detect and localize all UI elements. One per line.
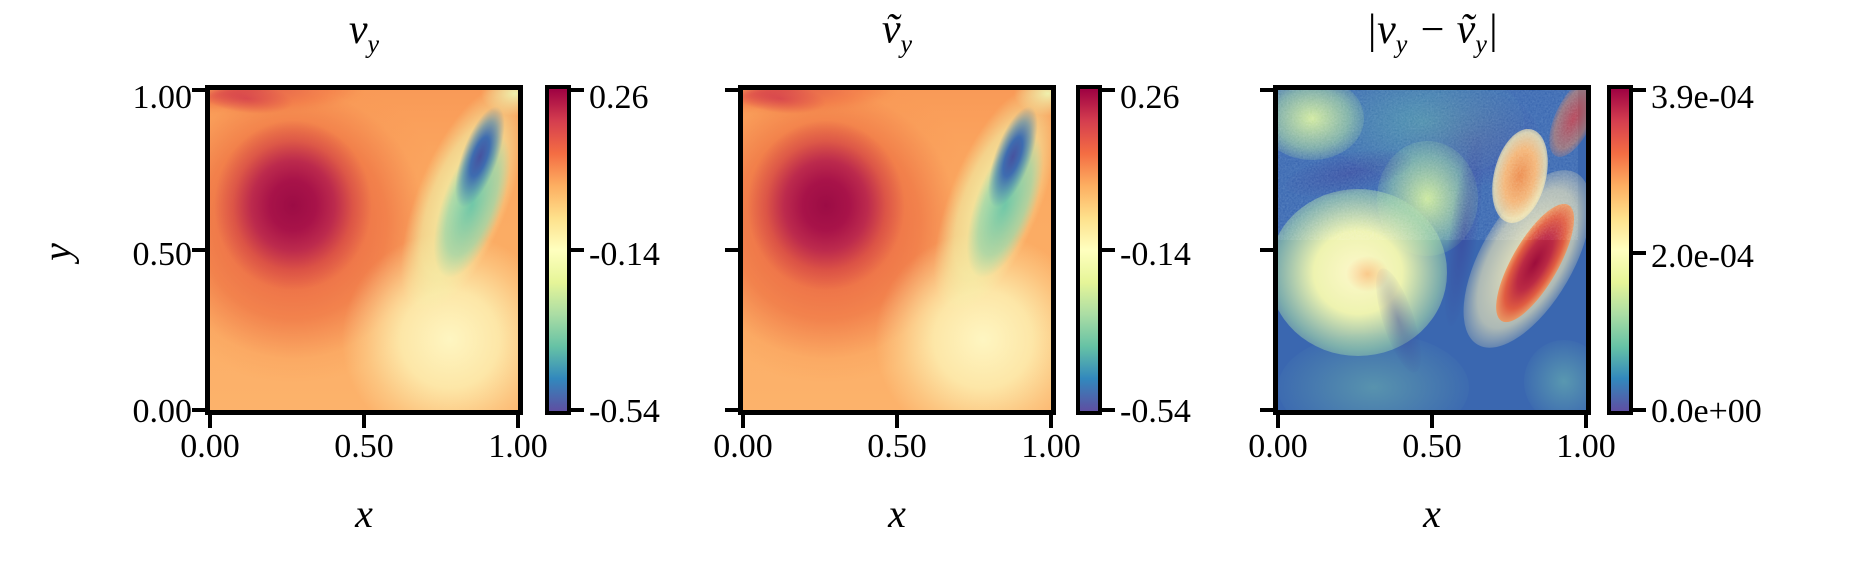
tick-mark <box>1049 415 1053 428</box>
x-tick-label: 1.00 <box>1021 428 1081 465</box>
x-tick-label: 0.00 <box>713 428 773 465</box>
panel2-title-var: ṽ <box>881 7 901 53</box>
tick-mark <box>192 88 205 92</box>
tick-mark <box>571 88 584 92</box>
tick-mark <box>1102 408 1115 412</box>
panel2-heatmap <box>738 85 1056 415</box>
tick-mark <box>571 248 584 252</box>
x-tick-label: 0.50 <box>334 428 394 465</box>
x-tick-label: 1.00 <box>1556 428 1616 465</box>
x-tick-label: 1.00 <box>488 428 548 465</box>
tick-mark <box>1633 251 1646 255</box>
tick-mark <box>1430 415 1434 428</box>
tick-mark <box>208 415 212 428</box>
colorbar-tick-label: 0.0e+00 <box>1651 393 1762 430</box>
speckle-noise-overlay <box>1278 90 1578 240</box>
tick-mark <box>516 415 520 428</box>
error-blob-bottom-wash <box>1278 333 1469 410</box>
error-blob-bottom-right-wash <box>1524 339 1586 410</box>
tick-mark <box>571 408 584 412</box>
x-tick-label: 0.50 <box>867 428 927 465</box>
panel2-title-subscript: y <box>900 29 913 59</box>
tick-mark <box>725 88 738 92</box>
panel3-title-abs-close: | <box>1486 7 1499 53</box>
y-tick-label: 0.00 <box>132 393 193 430</box>
panel1-title-var: v <box>348 7 368 53</box>
colorbar-tick-label: -0.54 <box>589 393 660 430</box>
tick-mark <box>1633 408 1646 412</box>
tick-mark <box>362 415 366 428</box>
colorbar-tick-label: 0.26 <box>1120 79 1180 116</box>
error-blob-left-orange-tint <box>1345 256 1389 292</box>
tick-mark <box>1276 415 1280 428</box>
tick-mark <box>895 415 899 428</box>
x-tick-label: 0.00 <box>1248 428 1308 465</box>
tick-mark <box>192 408 205 412</box>
panel3-heatmap <box>1273 85 1591 415</box>
panel1-heatmap <box>205 85 523 415</box>
colorbar-tick-label: 0.26 <box>589 79 649 116</box>
panel3-colorbar <box>1607 85 1633 415</box>
tick-mark <box>1260 408 1273 412</box>
y-tick-label: 0.50 <box>132 236 193 273</box>
panel3-title-var1: v <box>1377 7 1396 53</box>
x-axis-label: x <box>355 491 373 536</box>
panel3-title-minus: − <box>1407 7 1457 53</box>
x-axis-label: x <box>888 491 906 536</box>
panel3-field-layers <box>1278 90 1586 410</box>
panel1-field-layers <box>210 90 518 410</box>
tick-mark <box>725 248 738 252</box>
heat-blob-red-core <box>743 115 910 295</box>
panel3-title-var2: ṽ <box>1456 7 1476 53</box>
panel1-colorbar <box>545 85 571 415</box>
panel2-title: ṽy <box>882 6 912 59</box>
heat-blob-red-core <box>210 115 377 295</box>
tick-mark <box>1584 415 1588 428</box>
y-axis-label: y <box>34 243 80 261</box>
tick-mark <box>1633 88 1646 92</box>
tick-mark <box>1260 248 1273 252</box>
tick-mark <box>192 248 205 252</box>
colorbar-tick-label: 2.0e-04 <box>1651 238 1754 275</box>
y-tick-label: 1.00 <box>132 79 193 116</box>
tick-mark <box>1260 88 1273 92</box>
panel3-title-subscript2: y <box>1475 29 1487 59</box>
x-tick-label: 0.00 <box>180 428 240 465</box>
x-axis-label: x <box>1423 491 1441 536</box>
panel3-title: |vy − ṽy| <box>1366 6 1499 59</box>
colorbar-tick-label: -0.14 <box>589 236 660 273</box>
panel3-title-subscript1: y <box>1395 29 1408 59</box>
tick-mark <box>1102 248 1115 252</box>
tick-mark <box>725 408 738 412</box>
tick-mark <box>1102 88 1115 92</box>
panel2-field-layers <box>743 90 1051 410</box>
panel3-title-abs-open: | <box>1365 7 1378 53</box>
colorbar-tick-label: -0.14 <box>1120 236 1191 273</box>
panel1-title-subscript: y <box>367 29 380 59</box>
x-tick-label: 0.50 <box>1402 428 1462 465</box>
panel1-title: vy <box>349 6 379 59</box>
colorbar-tick-label: -0.54 <box>1120 393 1191 430</box>
tick-mark <box>741 415 745 428</box>
colorbar-tick-label: 3.9e-04 <box>1651 79 1754 116</box>
panel2-colorbar <box>1076 85 1102 415</box>
